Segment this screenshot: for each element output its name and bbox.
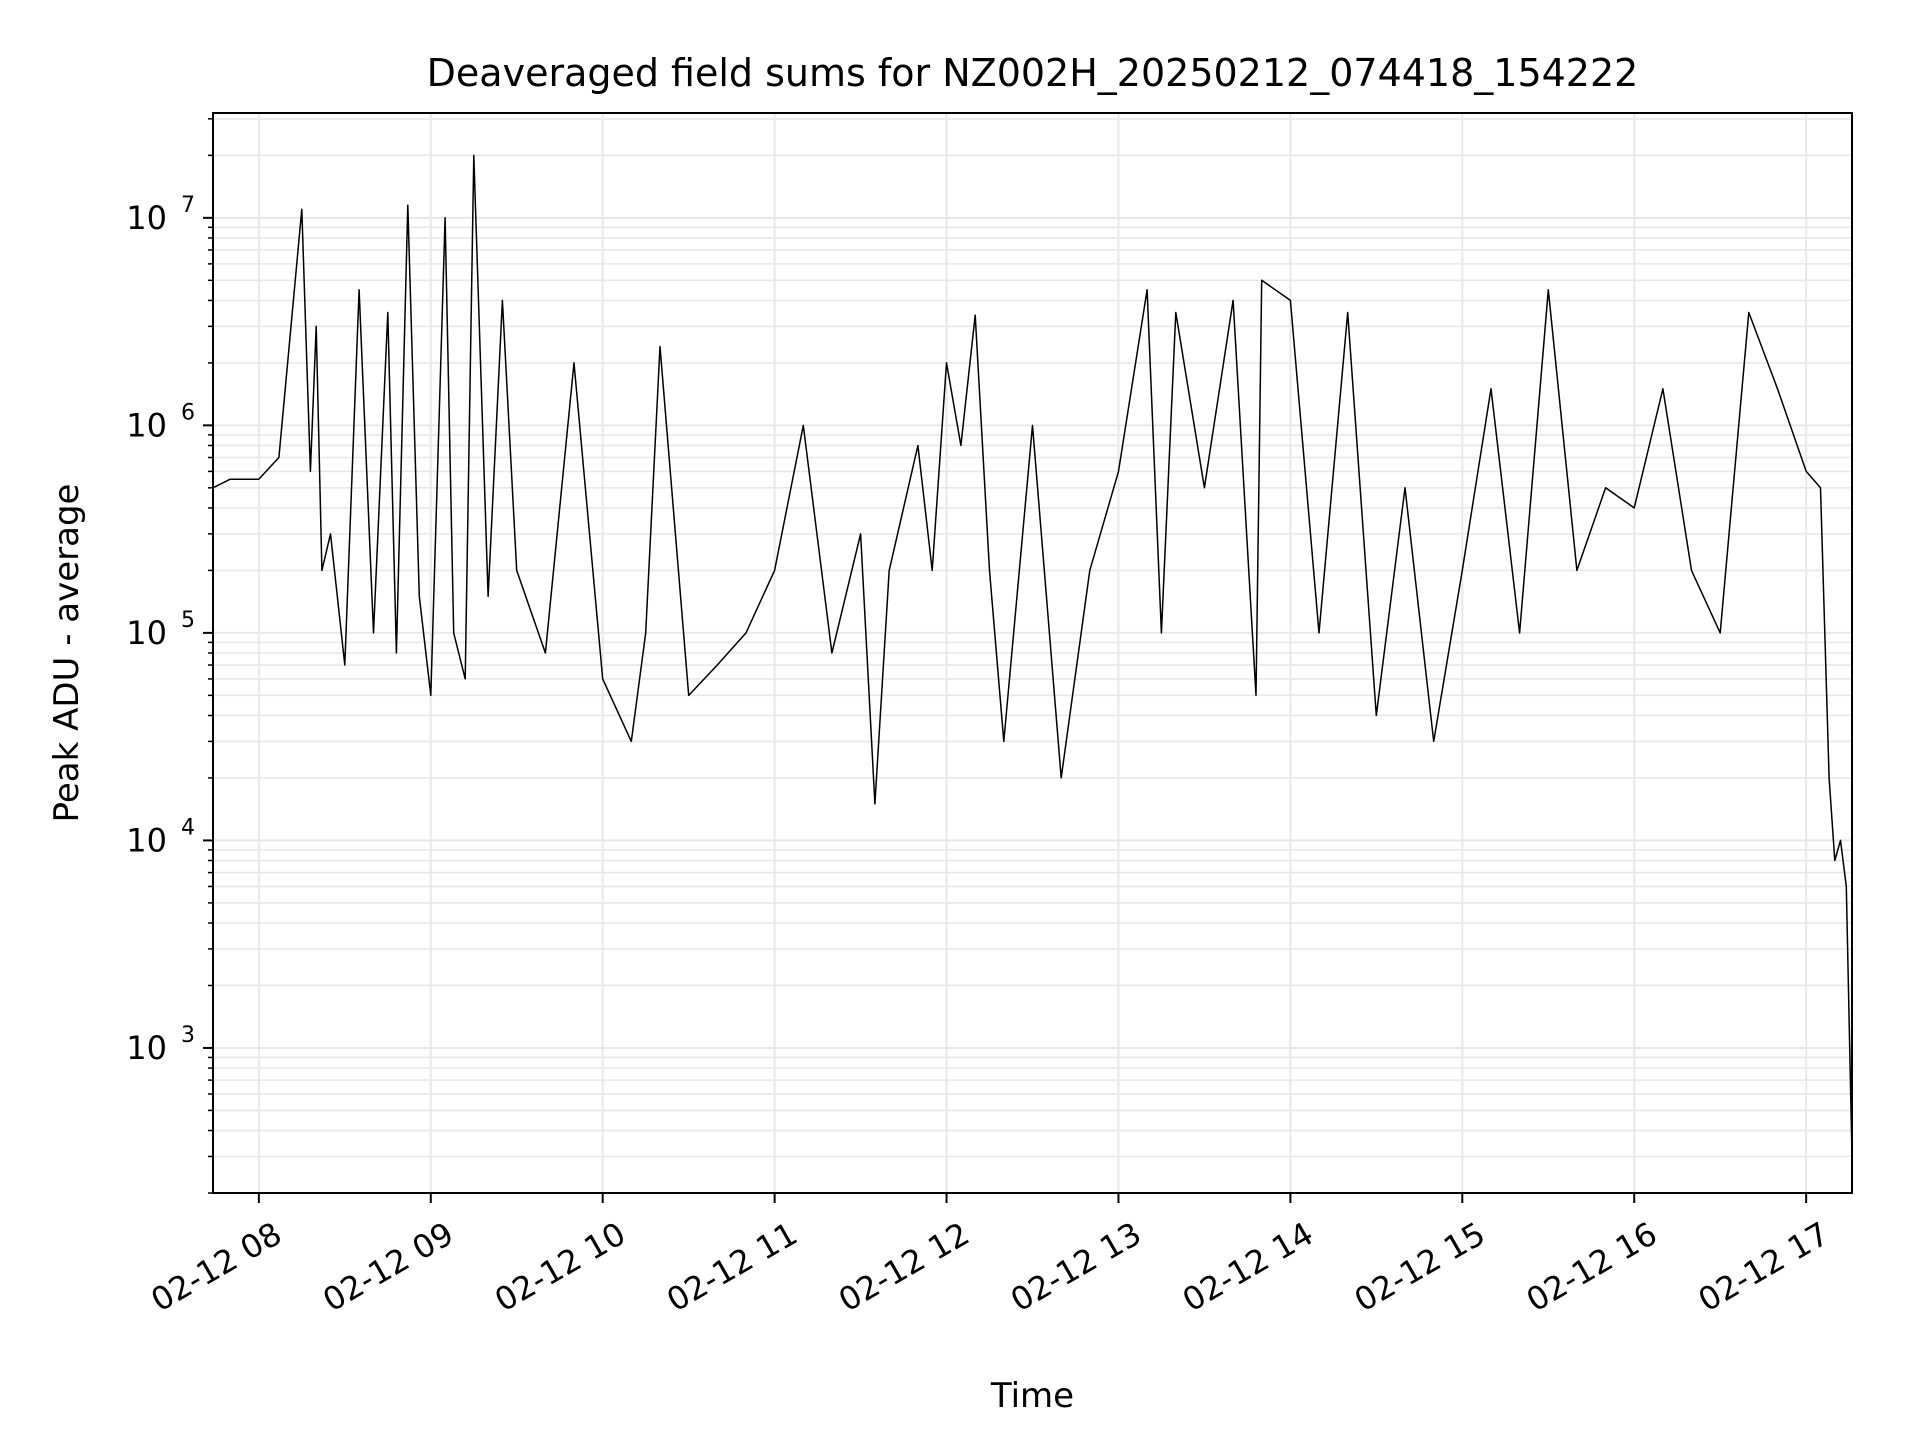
y-tick-exponent: 7 xyxy=(181,193,195,218)
x-tick-label: 02-12 10 xyxy=(488,1214,632,1319)
x-tick-label: 02-12 15 xyxy=(1348,1214,1492,1319)
x-tick-label: 02-12 14 xyxy=(1176,1214,1320,1319)
x-tick-label: 02-12 13 xyxy=(1004,1214,1148,1319)
x-tick-label: 02-12 08 xyxy=(144,1214,288,1319)
y-axis-label: Peak ADU - average xyxy=(47,484,87,823)
x-tick-label: 02-12 17 xyxy=(1692,1214,1836,1319)
series-line xyxy=(212,154,1853,1157)
series-layer xyxy=(212,154,1853,1157)
y-axis-ticks: 10 3 10 4 10 5 10 6 10 7 xyxy=(126,118,213,1194)
y-tick-exponent: 4 xyxy=(181,815,195,840)
x-tick-label: 02-12 12 xyxy=(832,1214,976,1319)
y-tick-exponent: 5 xyxy=(181,608,195,633)
grid-lines xyxy=(213,113,1852,1194)
x-tick-label: 02-12 11 xyxy=(660,1214,804,1319)
x-axis-ticks: 02-12 08 02-12 09 02-12 10 02-12 11 02-12 12… xyxy=(144,1193,1835,1319)
y-tick-exponent: 3 xyxy=(181,1023,195,1048)
y-tick-label: 10 xyxy=(126,1029,167,1067)
y-tick-label: 10 xyxy=(126,821,167,859)
y-tick-label: 10 xyxy=(126,199,167,237)
y-tick-label: 10 xyxy=(126,614,167,652)
x-tick-label: 02-12 09 xyxy=(316,1214,460,1319)
x-axis-label: Time xyxy=(990,1376,1074,1416)
y-tick-label: 10 xyxy=(126,406,167,444)
chart-title: Deaveraged field sums for NZ002H_2025021… xyxy=(427,51,1639,95)
x-tick-label: 02-12 16 xyxy=(1520,1214,1664,1319)
y-tick-exponent: 6 xyxy=(181,400,195,425)
